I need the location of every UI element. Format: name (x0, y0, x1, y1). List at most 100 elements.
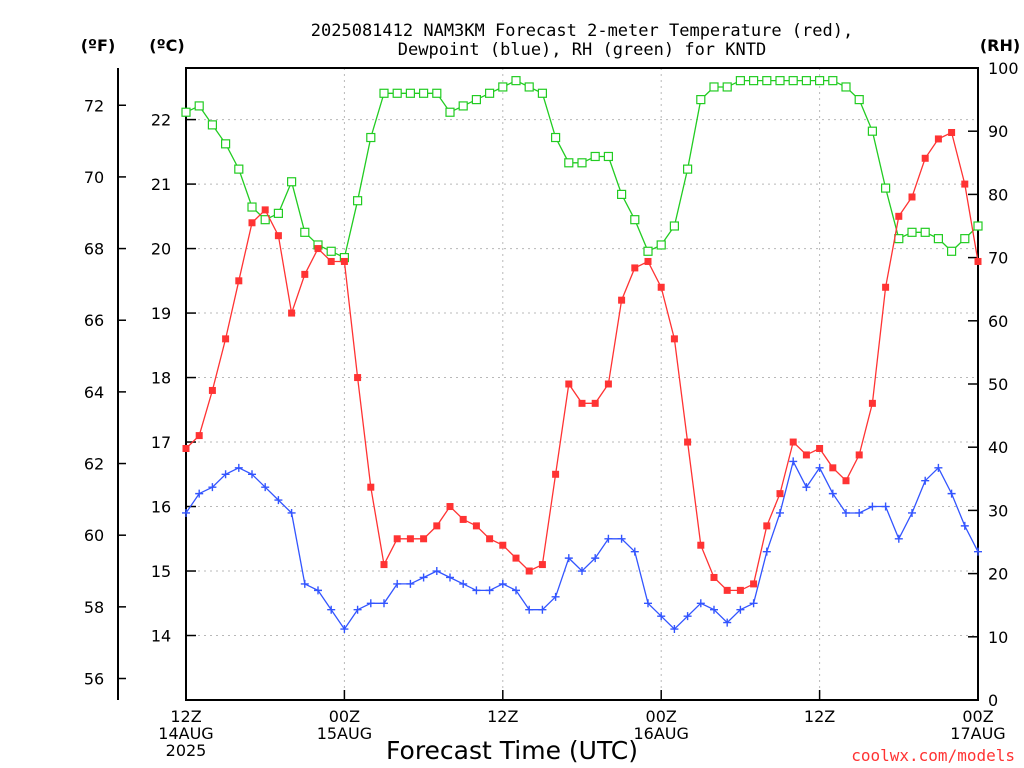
fahrenheit-tick-label: 68 (84, 240, 104, 259)
rh-point (828, 76, 838, 86)
temperature-point (301, 270, 309, 278)
time-tick-label: 00Z (329, 707, 360, 726)
rh-point (181, 107, 191, 117)
fahrenheit-tick-label: 66 (84, 311, 104, 330)
rh-point (643, 246, 653, 256)
dewpoint-point (406, 579, 415, 588)
fahrenheit-tick-label: 60 (84, 526, 104, 545)
fahrenheit-tick-label: 58 (84, 598, 104, 617)
dewpoint-point (393, 579, 402, 588)
temperature-point (525, 567, 533, 575)
time-tick-label: 17AUG (950, 724, 1005, 743)
dewpoint-point (419, 573, 428, 582)
dewpoint-point (974, 547, 982, 556)
rh-point (894, 234, 904, 244)
temperature-point (631, 264, 639, 272)
rh-point (379, 88, 389, 98)
time-tick-label: 12Z (170, 707, 201, 726)
dewpoint-point (340, 625, 349, 634)
temperature-point (195, 432, 203, 440)
temperature-point (802, 451, 810, 459)
temperature-point (657, 283, 665, 291)
temperature-point (750, 580, 758, 588)
rh-point (287, 177, 297, 187)
dewpoint-point (908, 508, 916, 517)
dewpoint-point (868, 502, 877, 511)
rh-point (920, 227, 930, 237)
dewpoint-point (630, 547, 639, 556)
rh-point (577, 158, 587, 168)
dewpoint-point (564, 554, 573, 563)
temperature-point (486, 535, 494, 543)
rh-point (630, 215, 640, 225)
rh-tick-label: 60 (988, 312, 1008, 331)
rh-point (485, 88, 495, 98)
rh-point (814, 76, 825, 86)
rh-point (273, 208, 283, 218)
rh-point (775, 76, 785, 86)
rh-point (696, 94, 706, 105)
temperature-point (248, 219, 256, 227)
dewpoint-point (485, 586, 494, 595)
temperature-point (789, 438, 797, 446)
celsius-tick-label: 20 (151, 240, 171, 259)
temperature-point (327, 257, 335, 265)
rh-point (419, 88, 429, 98)
temperature-point (274, 232, 282, 240)
dewpoint-point (261, 483, 270, 492)
temperature-point (697, 541, 705, 549)
rh-point (590, 151, 600, 162)
temperature-point (710, 573, 718, 581)
rh-tick-label: 40 (988, 438, 1008, 457)
temperature-point (684, 438, 692, 446)
rh-point (260, 215, 270, 225)
temperature-point (222, 335, 230, 343)
temperature-point (340, 257, 348, 265)
rh-point (616, 189, 627, 199)
dewpoint-point (182, 508, 190, 517)
temperature-point (842, 477, 850, 485)
rh-point (867, 126, 878, 136)
chart-title-line-2: Dewpoint (blue), RH (green) for KNTD (398, 40, 766, 60)
temperature-point (459, 515, 467, 523)
rh-point (366, 132, 376, 143)
temperature-point (908, 193, 916, 201)
x-axis-title: Forecast Time (UTC) (386, 736, 638, 765)
rh-point (537, 88, 548, 98)
temperature-point (380, 561, 388, 569)
dewpoint-point (749, 599, 758, 608)
dewpoint-point (894, 534, 903, 543)
rh-tick-label: 0 (988, 691, 998, 710)
rh-point (722, 82, 732, 92)
dewpoint-point (221, 470, 230, 479)
rh-point (405, 88, 415, 98)
temperature-point (895, 212, 903, 220)
rh-tick-label: 80 (988, 185, 1008, 204)
rh-point (669, 221, 680, 231)
temperature-point (420, 535, 428, 543)
temperature-point (288, 309, 296, 317)
temperature-point (512, 554, 520, 562)
rh-point (946, 246, 957, 256)
temperature-point (499, 541, 507, 549)
dewpoint-point (723, 618, 732, 627)
dewpoint-point (195, 489, 204, 498)
rh-point (445, 107, 455, 117)
celsius-tick-label: 16 (151, 498, 171, 517)
fahrenheit-tick-label: 62 (84, 455, 104, 474)
rh-point (656, 240, 666, 250)
rh-point (907, 227, 917, 237)
rh-point (735, 76, 746, 86)
rh-point (788, 76, 798, 86)
dewpoint-point (274, 496, 283, 505)
temperature-point (934, 135, 942, 143)
temperature-point (670, 335, 678, 343)
rh-point (709, 82, 719, 92)
temperature-point (552, 470, 560, 478)
dewpoint-point (710, 605, 718, 614)
dewpoint-point (657, 612, 666, 621)
time-tick-label: 14AUG (158, 724, 213, 743)
dewpoint-point (498, 579, 507, 588)
dewpoint-point (696, 599, 705, 608)
